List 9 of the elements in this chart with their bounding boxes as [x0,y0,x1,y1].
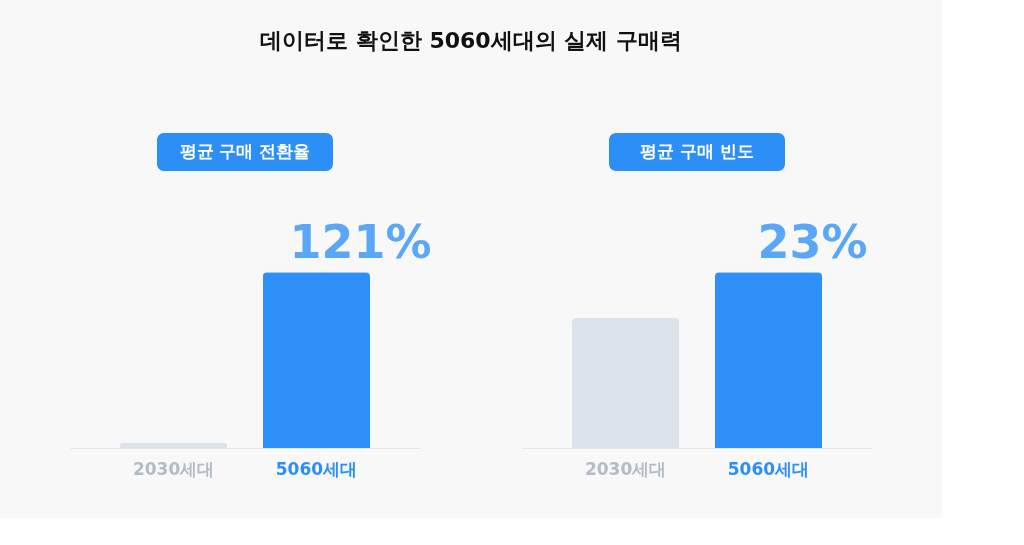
x-tick-label: 2030세대 [132,459,215,479]
text: 121% [289,215,432,269]
chart-subtitle: 평균 구매 전환율 [179,141,311,161]
chart-subtitle: 평균 구매 빈도 [640,141,754,161]
text: 데이터로 확인한 5060세대의 실제 구매력 [260,28,682,53]
text: 23% [757,215,868,269]
x-tick-label: 2030세대 [584,459,667,479]
x-tick-label: 5060세대 [727,459,810,479]
x-tick-label: 5060세대 [275,459,358,479]
